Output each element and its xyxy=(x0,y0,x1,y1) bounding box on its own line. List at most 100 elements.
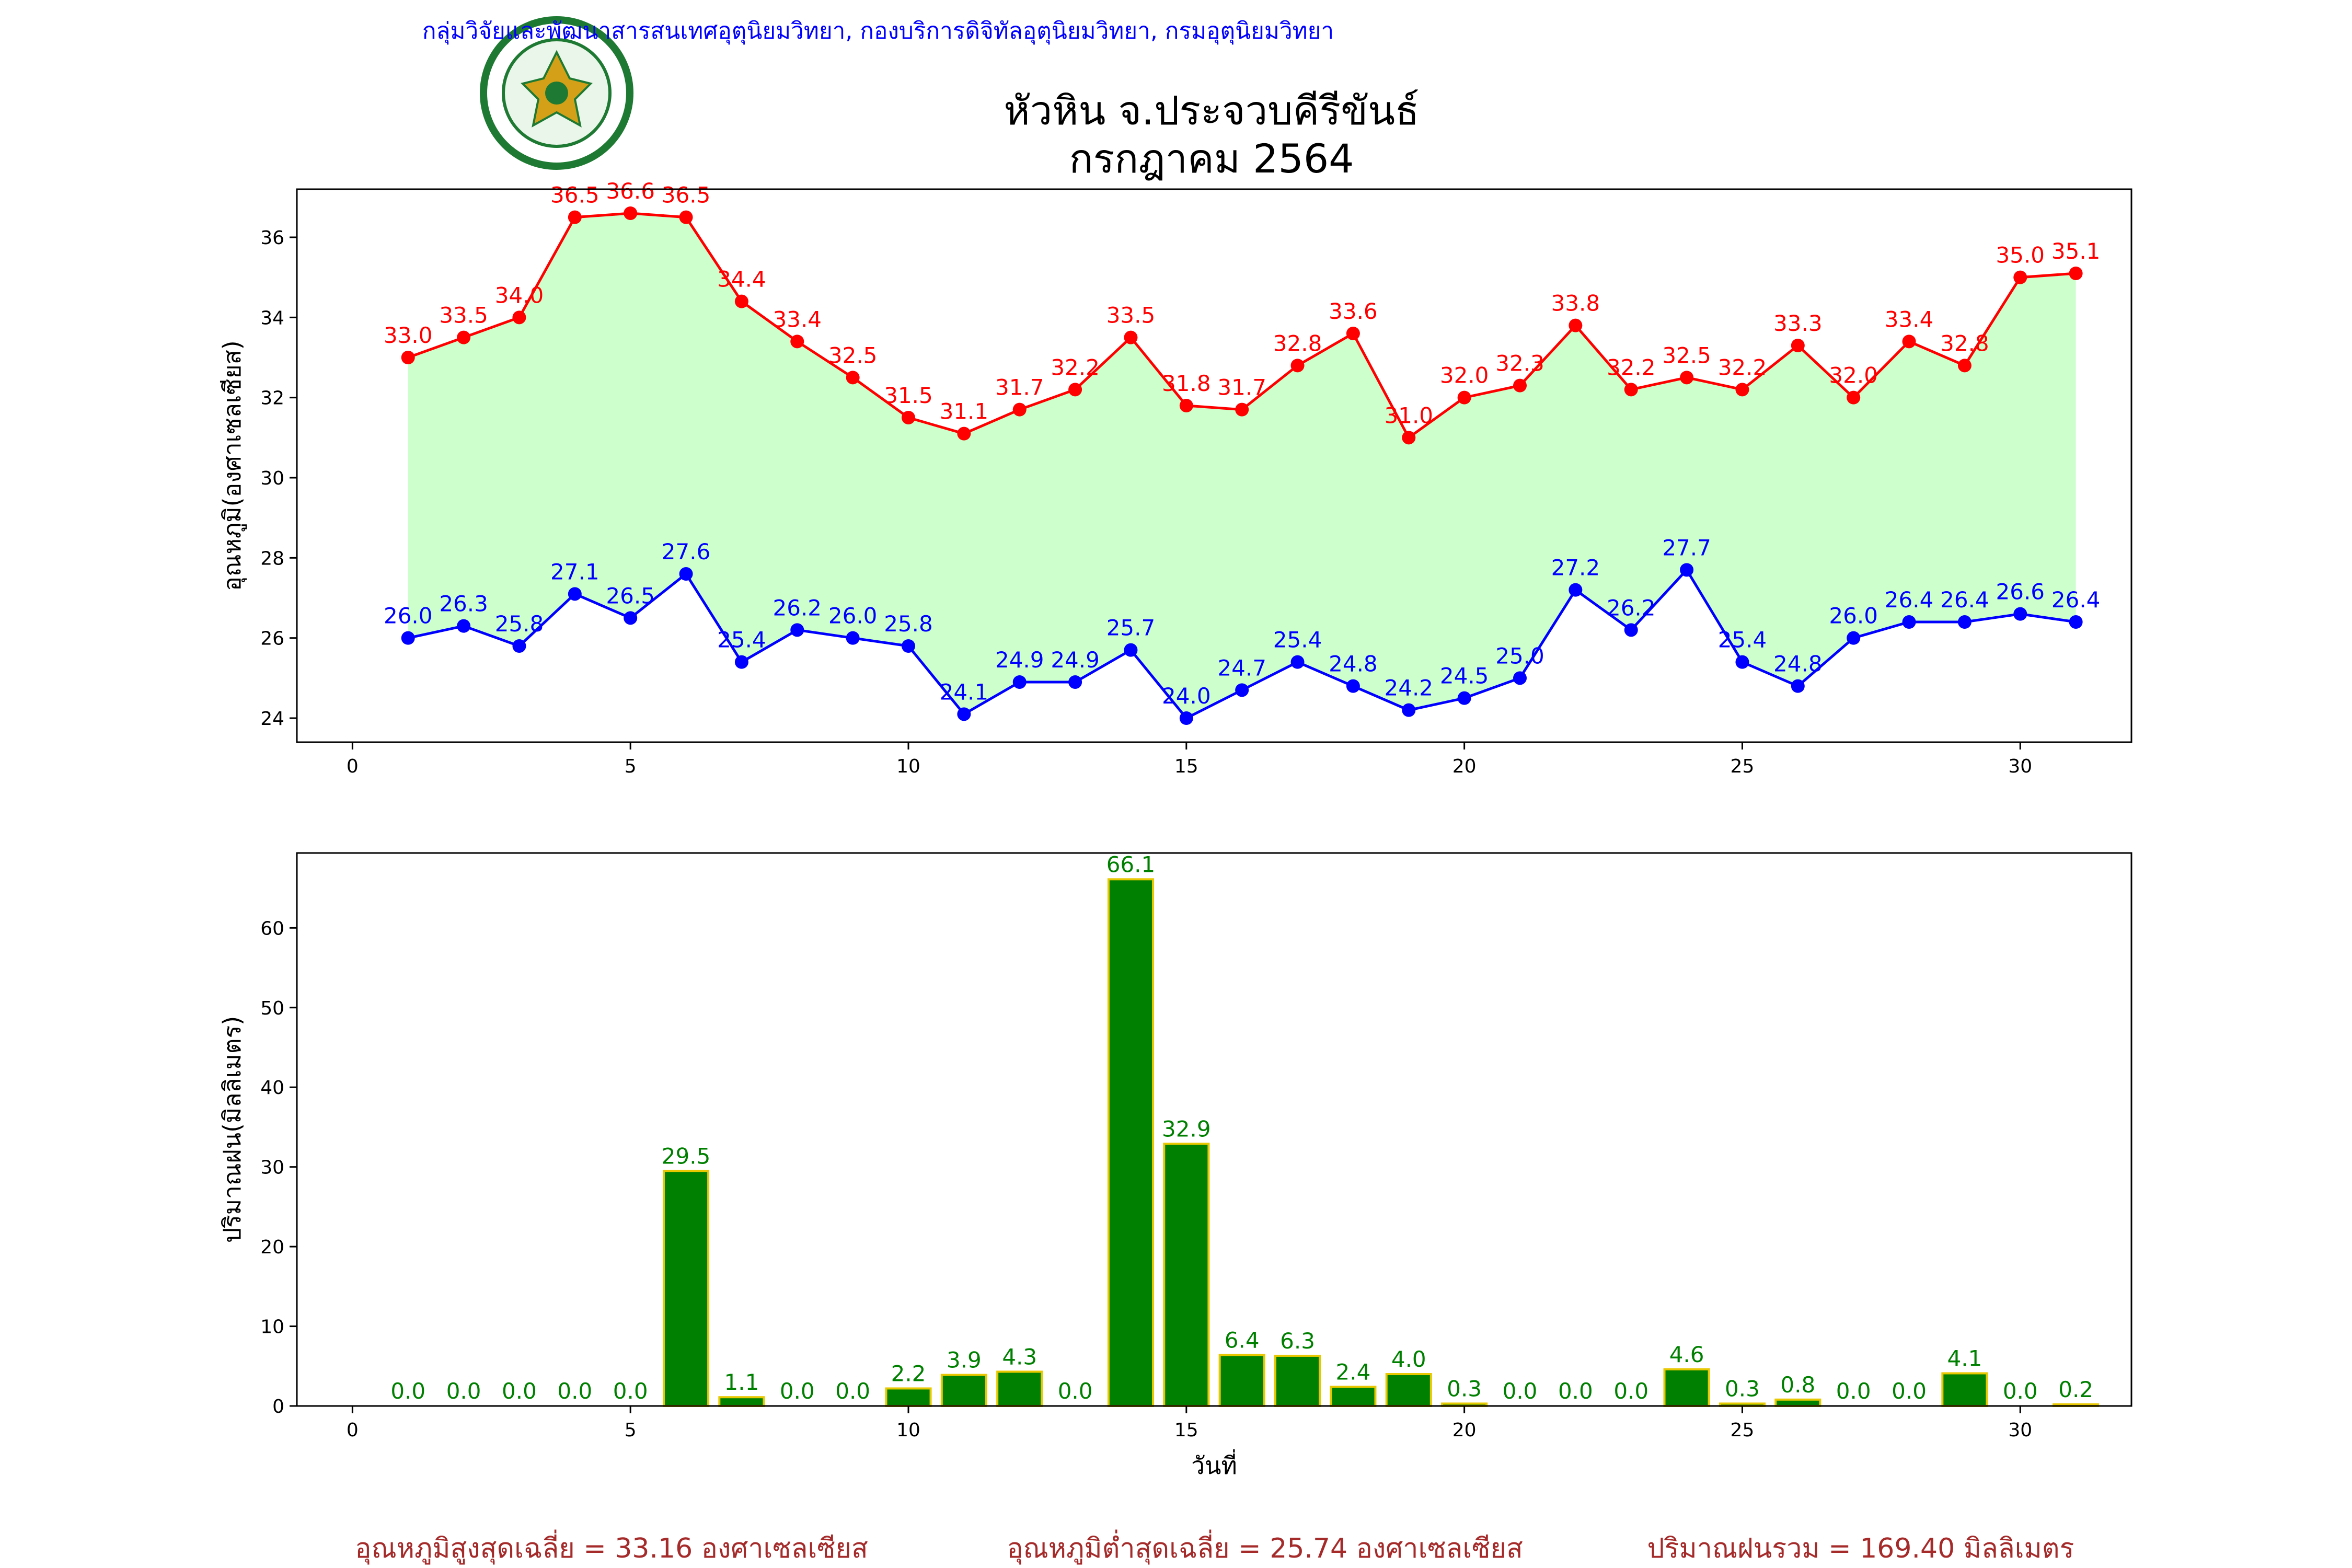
data-point-max xyxy=(1068,383,1082,397)
data-label-max: 32.3 xyxy=(1495,351,1544,376)
data-point-min xyxy=(2013,607,2027,621)
rain-bar xyxy=(1330,1386,1377,1408)
rain-bar-label: 0.0 xyxy=(390,1378,425,1404)
data-point-min xyxy=(1124,643,1138,657)
data-label-min: 24.8 xyxy=(1773,651,1823,677)
data-label-min: 24.0 xyxy=(1162,683,1211,709)
temperature-xtick-label: 30 xyxy=(2008,756,2032,777)
rainfall-ytick-label: 40 xyxy=(260,1077,284,1099)
chart-title-line1: หัวหิน จ.ประจวบคีรีขันธ์ xyxy=(1004,87,1420,134)
data-label-min: 25.8 xyxy=(495,611,544,637)
rain-bar xyxy=(885,1387,932,1408)
data-label-min: 25.8 xyxy=(884,611,933,637)
rain-bar-label: 0.0 xyxy=(1058,1378,1093,1404)
data-point-min xyxy=(457,619,471,633)
data-label-min: 24.8 xyxy=(1329,651,1378,677)
rain-bar xyxy=(1941,1372,1988,1407)
data-point-min xyxy=(1457,691,1471,705)
data-point-min xyxy=(401,631,415,645)
data-label-max: 31.8 xyxy=(1162,371,1211,396)
data-point-max xyxy=(679,210,693,224)
rain-bar-label: 0.0 xyxy=(557,1378,592,1404)
rain-bar xyxy=(940,1374,987,1408)
temperature-range-fill xyxy=(408,213,2076,718)
temperature-chart: 33.033.534.036.5 36.6 36.534.433.432.531.5… xyxy=(218,178,2132,777)
summary-avg-min: อุณหภูมิต่ำสุดเฉลี่ย = 25.74 องศาเซลเซีย… xyxy=(1007,1529,1523,1565)
summary-avg-max: อุณหภูมิสูงสุดเฉลี่ย = 33.16 องศาเซลเซีย… xyxy=(355,1529,868,1565)
data-point-min xyxy=(568,587,582,601)
rain-bar-label: 32.9 xyxy=(1162,1116,1211,1142)
data-label-min: 27.2 xyxy=(1551,555,1600,581)
rain-bar-label: 0.0 xyxy=(1836,1378,1871,1404)
data-point-max xyxy=(902,411,915,424)
rainfall-xtick-label: 20 xyxy=(1452,1420,1477,1441)
data-label-max: 36.6 xyxy=(606,178,655,204)
data-label-min: 26.0 xyxy=(384,603,433,629)
temperature-ytick-label: 34 xyxy=(260,307,284,329)
data-label-min: 25.7 xyxy=(1106,615,1156,641)
data-point-min xyxy=(1068,675,1082,689)
rainfall-xtick-label: 10 xyxy=(896,1420,920,1441)
data-point-max xyxy=(1847,390,1861,405)
data-point-max xyxy=(512,310,526,325)
summary-total-rain: ปริมาณฝนรวม = 169.40 มิลลิเมตร xyxy=(1647,1533,2074,1564)
data-label-min: 26.6 xyxy=(1996,579,2045,605)
rain-bar-label: 4.3 xyxy=(1002,1344,1037,1369)
data-label-max: 31.1 xyxy=(940,399,989,424)
rainfall-ytick-label: 50 xyxy=(260,998,284,1019)
rain-bar-label: 4.6 xyxy=(1669,1342,1704,1367)
data-point-max xyxy=(790,335,804,349)
rain-bar-label: 0.0 xyxy=(835,1378,870,1404)
data-point-min xyxy=(2069,615,2083,629)
data-point-max xyxy=(1513,378,1527,393)
data-label-min: 24.9 xyxy=(995,647,1044,673)
data-label-min: 24.9 xyxy=(1051,647,1100,673)
data-point-min xyxy=(957,707,971,721)
data-point-min xyxy=(1902,615,1916,629)
data-label-max: 31.7 xyxy=(1217,375,1266,400)
data-label-min: 25.0 xyxy=(1495,643,1544,668)
data-point-min xyxy=(734,655,748,669)
rain-bar-label: 6.4 xyxy=(1225,1327,1260,1353)
data-label-max: 32.8 xyxy=(1940,330,1989,356)
temperature-xtick-label: 15 xyxy=(1174,756,1198,777)
rain-bar xyxy=(996,1370,1043,1408)
data-point-min xyxy=(1680,563,1694,577)
data-label-min: 26.5 xyxy=(606,583,655,608)
data-point-min xyxy=(1235,683,1249,697)
temperature-xtick-label: 25 xyxy=(1731,756,1755,777)
rain-bar-label: 0.0 xyxy=(502,1378,537,1404)
data-label-max: 33.0 xyxy=(384,322,433,348)
rain-bar-label: 2.4 xyxy=(1336,1359,1371,1385)
data-label-max: 32.2 xyxy=(1718,354,1767,380)
rainfall-ytick-label: 60 xyxy=(260,918,284,939)
data-point-max xyxy=(457,330,471,344)
data-point-max xyxy=(1624,383,1638,397)
rainfall-ytick-label: 10 xyxy=(260,1317,284,1338)
data-point-min xyxy=(1290,655,1305,669)
data-label-max: 32.5 xyxy=(1662,342,1711,368)
data-label-max: 32.8 xyxy=(1273,330,1322,356)
data-label-max: 33.3 xyxy=(1773,310,1823,336)
data-point-max xyxy=(1569,318,1583,332)
data-label-max: 32.5 xyxy=(828,342,878,368)
data-label-min: 24.5 xyxy=(1440,663,1489,689)
rainfall-ytick-label: 20 xyxy=(260,1237,284,1258)
data-point-max xyxy=(2069,267,2083,280)
rainfall-xtick-label: 0 xyxy=(347,1420,359,1441)
data-label-min: 26.0 xyxy=(828,603,878,629)
data-point-min xyxy=(1012,675,1027,689)
data-label-min: 26.2 xyxy=(1607,595,1656,620)
data-point-max xyxy=(1680,371,1694,385)
temperature-ytick-label: 32 xyxy=(260,388,284,409)
data-label-min: 26.4 xyxy=(1940,587,1989,613)
rain-bar xyxy=(1663,1368,1710,1408)
rainfall-ytick-label: 30 xyxy=(260,1157,284,1179)
data-label-min: 27.7 xyxy=(1662,535,1711,560)
data-point-max xyxy=(1290,359,1305,373)
data-point-max xyxy=(1457,390,1471,405)
rainfall-ytick-label: 0 xyxy=(272,1396,284,1417)
data-point-min xyxy=(1402,703,1416,717)
rain-bar-label: 0.3 xyxy=(1447,1376,1482,1401)
rain-bar xyxy=(1274,1354,1321,1408)
